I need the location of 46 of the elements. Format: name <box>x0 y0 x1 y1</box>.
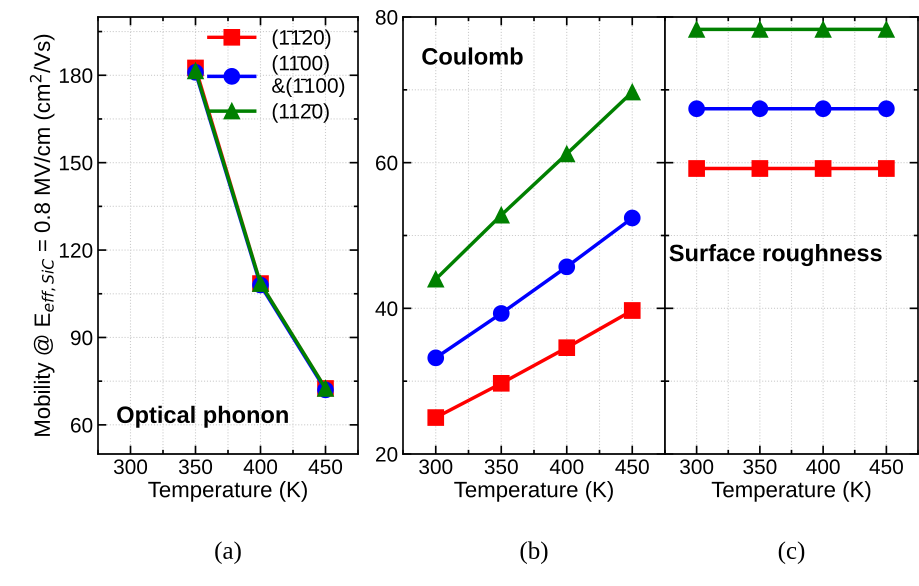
x-tick-label: 450 <box>308 459 342 474</box>
point <box>624 210 641 226</box>
x-axis-title: Temperature (K) <box>454 481 613 502</box>
x-tick-label: 350 <box>743 459 776 474</box>
y-tick-label: 60 <box>71 418 92 433</box>
x-tick-label: 450 <box>615 459 649 474</box>
y-axis-title: Mobility @ E$_{eff,SiC}$ = 0.8 MV/cm (cm$^{2}$/Vs) <box>30 34 56 436</box>
x-tick-label: 300 <box>114 459 148 474</box>
x-tick-label: 400 <box>244 459 278 474</box>
x-axis-title: Temperature (K) <box>712 481 870 502</box>
y-tick-label: 80 <box>376 10 398 25</box>
annotation: Surface roughness <box>669 244 882 266</box>
text: (b) <box>520 541 548 564</box>
x-tick-label: 400 <box>550 459 584 474</box>
point <box>427 350 444 366</box>
point <box>492 206 510 224</box>
point <box>558 258 576 276</box>
x-tick-label: 300 <box>680 459 714 474</box>
text: (a) <box>215 541 241 564</box>
y-tick-label: 180 <box>60 68 92 84</box>
legend-label: (1̄1̄20) <box>272 30 330 49</box>
point <box>427 270 444 288</box>
y-tick-label: 40 <box>375 301 398 316</box>
x-tick-label: 300 <box>419 459 452 474</box>
y-tick-label: 150 <box>60 156 92 170</box>
point <box>492 305 510 322</box>
point <box>624 302 641 319</box>
x-axis-title: Temperature (K) <box>148 481 307 502</box>
annotation: Coulomb <box>422 47 523 65</box>
point <box>492 375 510 392</box>
point <box>427 409 444 426</box>
x-tick-label: 450 <box>869 459 903 474</box>
annotation: Optical phonon <box>117 406 288 428</box>
x-tick-label: 350 <box>484 459 518 474</box>
x-tick-label: 350 <box>178 459 212 474</box>
y-tick-label: 20 <box>376 447 398 462</box>
y-tick-label: 90 <box>70 330 92 346</box>
point <box>558 339 576 356</box>
x-tick-label: 400 <box>806 459 840 474</box>
text: (c) <box>778 541 804 564</box>
point <box>558 146 576 162</box>
legend-label: (112̄0) <box>272 103 329 123</box>
point <box>624 84 641 100</box>
y-tick-label: 120 <box>60 243 92 258</box>
legend-label: (11̄00) &(1̄100) <box>272 55 344 98</box>
y-tick-label: 60 <box>376 156 398 170</box>
